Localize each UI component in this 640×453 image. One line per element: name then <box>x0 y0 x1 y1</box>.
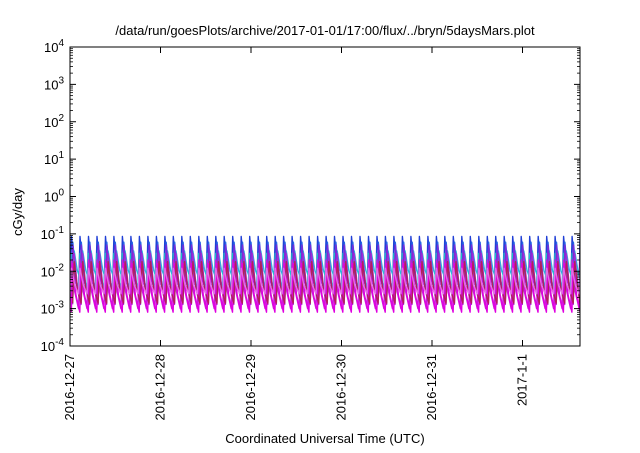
series-line <box>71 261 580 304</box>
y-tick-label: 101 <box>44 150 64 167</box>
y-tick-label: 100 <box>44 188 64 205</box>
chart-title: /data/run/goesPlots/archive/2017-01-01/1… <box>115 23 535 38</box>
x-tick-label: 2017-1-1 <box>515 354 530 406</box>
x-tick-label: 2016-12-28 <box>153 354 168 421</box>
plot-series <box>70 235 580 313</box>
y-tick-label: 103 <box>44 75 64 92</box>
y-tick-label: 10-4 <box>41 337 65 354</box>
y-tick-label: 10-2 <box>41 262 65 279</box>
series-line <box>70 262 580 313</box>
x-tick-label: 2016-12-31 <box>424 354 439 421</box>
x-tick-label: 2016-12-29 <box>243 354 258 421</box>
x-tick-label: 2016-12-27 <box>62 354 77 421</box>
series-line <box>70 267 580 295</box>
y-tick-label: 10-3 <box>41 300 65 317</box>
y-tick-label: 10-1 <box>41 225 65 242</box>
x-tick-label: 2016-12-30 <box>334 354 349 421</box>
x-axis-title: Coordinated Universal Time (UTC) <box>225 431 424 446</box>
y-tick-label: 102 <box>44 113 64 130</box>
y-tick-label: 104 <box>44 38 64 55</box>
x-axis: 2016-12-27 2016-12-28 2016-12-29 2016-12-30… <box>62 47 530 421</box>
y-axis-title: cGy/day <box>10 188 25 236</box>
